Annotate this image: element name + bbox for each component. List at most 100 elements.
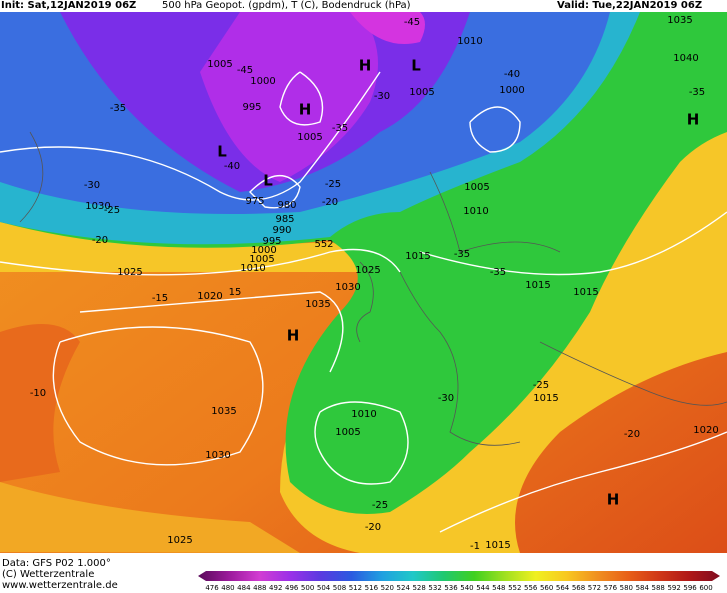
colorbar-label: 552 <box>508 584 521 592</box>
contour-label: 1000 <box>251 245 276 256</box>
colorbar-label: 484 <box>237 584 251 592</box>
contour-label: -45 <box>404 17 420 28</box>
coast <box>19 131 44 223</box>
pressure-center: L <box>217 143 227 161</box>
contour-label: 975 <box>245 196 264 207</box>
contour-label: -20 <box>624 429 640 440</box>
colorbar-label: 492 <box>269 584 282 592</box>
colorbar <box>198 571 720 581</box>
contour-label: 1000 <box>499 85 524 96</box>
contour-label: 985 <box>275 214 294 225</box>
contour-label: -25 <box>104 205 120 216</box>
contour <box>52 326 264 466</box>
colorbar-label: 572 <box>588 584 601 592</box>
contour-label: 1015 <box>405 251 430 262</box>
contour-label: -1 <box>470 541 480 552</box>
colorbar-label: 500 <box>301 584 314 592</box>
contour <box>314 401 409 485</box>
contour-label: -15 <box>152 293 168 304</box>
contour-label: 1035 <box>667 15 692 26</box>
coast <box>356 261 374 343</box>
contour-label: -10 <box>30 388 46 399</box>
colorbar-label: 540 <box>460 584 473 592</box>
contour-label: 1010 <box>351 409 376 420</box>
contour-label: -25 <box>372 500 388 511</box>
coast <box>429 171 561 253</box>
pressure-center: L <box>411 57 421 75</box>
data-source: Data: GFS P02 1.000° <box>2 558 111 569</box>
pressure-center: H <box>607 491 620 509</box>
contour-label: 1015 <box>525 280 550 291</box>
colorbar-label: 528 <box>412 584 425 592</box>
contour-label: 1005 <box>409 87 434 98</box>
contour-label: -45 <box>237 65 253 76</box>
contour-label: 1010 <box>457 36 482 47</box>
colorbar-label: 532 <box>428 584 441 592</box>
contour-label: -20 <box>365 522 381 533</box>
contour <box>0 248 401 276</box>
colorbar-label: 520 <box>381 584 394 592</box>
colorbar-label: 536 <box>444 584 458 592</box>
colorbar-label: 512 <box>349 584 362 592</box>
warm-area <box>0 324 80 482</box>
pressure-center: H <box>359 57 372 75</box>
contour <box>249 174 301 209</box>
contour-label: 15 <box>229 287 242 298</box>
copyright: (C) Wetterzentrale <box>2 569 95 580</box>
colorbar-label: 568 <box>572 584 585 592</box>
contour-label: -35 <box>689 87 705 98</box>
contour-label: -35 <box>454 249 470 260</box>
colorbar-label: 516 <box>365 584 379 592</box>
contour-label: 1010 <box>463 206 488 217</box>
contour-label: 1025 <box>167 535 192 546</box>
colorbar-label: 600 <box>699 584 712 592</box>
contour-label: -25 <box>325 179 341 190</box>
colorbar-label: 560 <box>540 584 553 592</box>
contour-label: 1030 <box>205 450 230 461</box>
url: www.wetterzentrale.de <box>2 580 118 591</box>
contour-label: 1020 <box>693 425 718 436</box>
contour-label: -30 <box>374 91 390 102</box>
colorbar-labels: 476 480 484 488 492 496 500 504 508 512 516 520 524 5… <box>205 584 712 592</box>
contour-label: -35 <box>332 123 348 134</box>
contour-label: 995 <box>242 102 261 113</box>
contour-label: -30 <box>438 393 454 404</box>
colorbar-label: 524 <box>397 584 411 592</box>
valid-time: Valid: Tue,22JAN2019 06Z <box>557 0 703 11</box>
contour-label: 1020 <box>197 291 222 302</box>
pressure-center: H <box>299 101 312 119</box>
colorbar-label: 476 <box>205 584 219 592</box>
contour-label: 1005 <box>297 132 322 143</box>
contour-label: -35 <box>490 267 506 278</box>
contour-label: -30 <box>84 180 100 191</box>
contour-label: 990 <box>272 225 291 236</box>
colorbar-label: 592 <box>667 584 680 592</box>
contour-label: 552 <box>314 239 333 250</box>
contour-label: 980 <box>277 200 296 211</box>
colorbar-label: 488 <box>253 584 266 592</box>
header: Init: Sat,12JAN2019 06Z 500 hPa Geopot. … <box>0 0 727 12</box>
contour-label: 1000 <box>250 76 275 87</box>
contour-label: 1010 <box>240 263 265 274</box>
product: 500 hPa Geopot. (gpdm), T (C), Bodendruc… <box>162 0 411 11</box>
colorbar-label: 548 <box>492 584 505 592</box>
pressure-center: H <box>687 111 700 129</box>
colorbar-label: 556 <box>524 584 538 592</box>
contour-label: 1030 <box>335 282 360 293</box>
colorbar-label: 496 <box>285 584 299 592</box>
magenta-core <box>350 12 425 44</box>
contour-label: -25 <box>533 380 549 391</box>
colorbar-label: 588 <box>652 584 665 592</box>
contour-label: 1030 <box>85 201 110 212</box>
contour-label: 1005 <box>249 254 274 265</box>
contour-label: 1015 <box>573 287 598 298</box>
coast <box>399 271 521 446</box>
contour <box>279 71 324 126</box>
contour-label: -40 <box>224 161 240 172</box>
contour <box>79 291 344 373</box>
yellow-orange <box>0 482 300 553</box>
contour-label: -20 <box>322 197 338 208</box>
